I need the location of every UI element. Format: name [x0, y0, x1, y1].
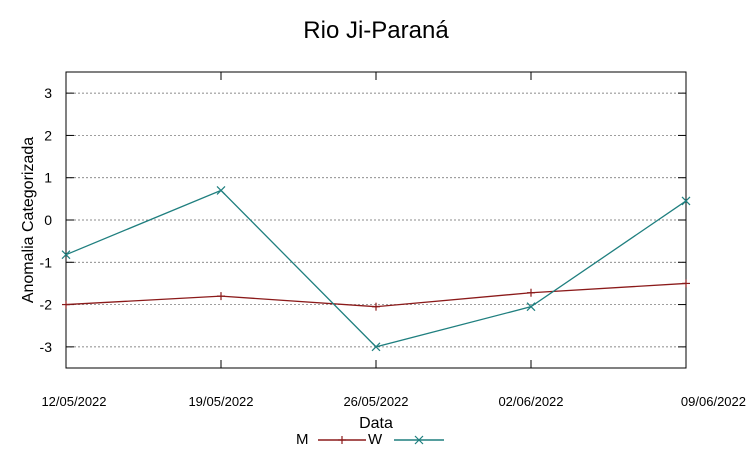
series-point-m-0 — [62, 300, 70, 309]
y-axis-label: Anomalia Categorizada — [20, 137, 37, 303]
y-tick-labels: 3 2 1 0 -1 -2 -3 — [40, 85, 53, 355]
series-line-w — [65, 189, 687, 348]
legend-marker-m-plus — [338, 436, 346, 444]
series-point-w-4 — [681, 196, 691, 206]
series-point-m-1 — [217, 292, 225, 301]
series-markers — [61, 185, 691, 352]
x-axis-label: Data — [359, 415, 393, 432]
y-tick-label-5: -2 — [40, 297, 53, 313]
y-tick-label-2: 1 — [44, 170, 52, 186]
series-point-w-3 — [526, 302, 536, 312]
x-tick-label-2: 26/05/2022 — [343, 394, 408, 409]
series-point-w-1 — [216, 185, 226, 195]
x-tick-label-4: 09/06/2022 — [681, 394, 746, 409]
series-point-m-2 — [372, 302, 380, 311]
x-tick-marks — [65, 72, 687, 368]
series-point-w-0 — [61, 250, 71, 260]
y-tick-label-3: 0 — [44, 212, 52, 228]
legend-label-m: M — [296, 431, 309, 448]
x-tick-label-1: 19/05/2022 — [188, 394, 253, 409]
x-tick-label-3: 02/06/2022 — [498, 394, 563, 409]
chart-title: Rio Ji-Paraná — [303, 17, 449, 44]
legend-marker-m — [338, 436, 346, 444]
y-tick-label-4: -1 — [40, 254, 53, 270]
legend-label-w: W — [368, 431, 383, 448]
y-tick-label-6: -3 — [40, 339, 53, 355]
legend: M W — [296, 431, 444, 448]
series-point-m-4 — [682, 279, 690, 288]
legend-marker-w-x — [414, 435, 424, 445]
y-tick-label-0: 3 — [44, 85, 52, 101]
series-point-m-3 — [527, 288, 535, 297]
x-tick-labels: 12/05/2022 19/05/2022 26/05/2022 02/06/2022… — [41, 394, 746, 409]
x-tick-label-0: 12/05/2022 — [41, 394, 106, 409]
series-lines — [65, 189, 687, 348]
legend-marker-w — [414, 435, 424, 445]
series-point-w-2 — [371, 342, 381, 352]
y-tick-label-1: 2 — [44, 127, 52, 143]
